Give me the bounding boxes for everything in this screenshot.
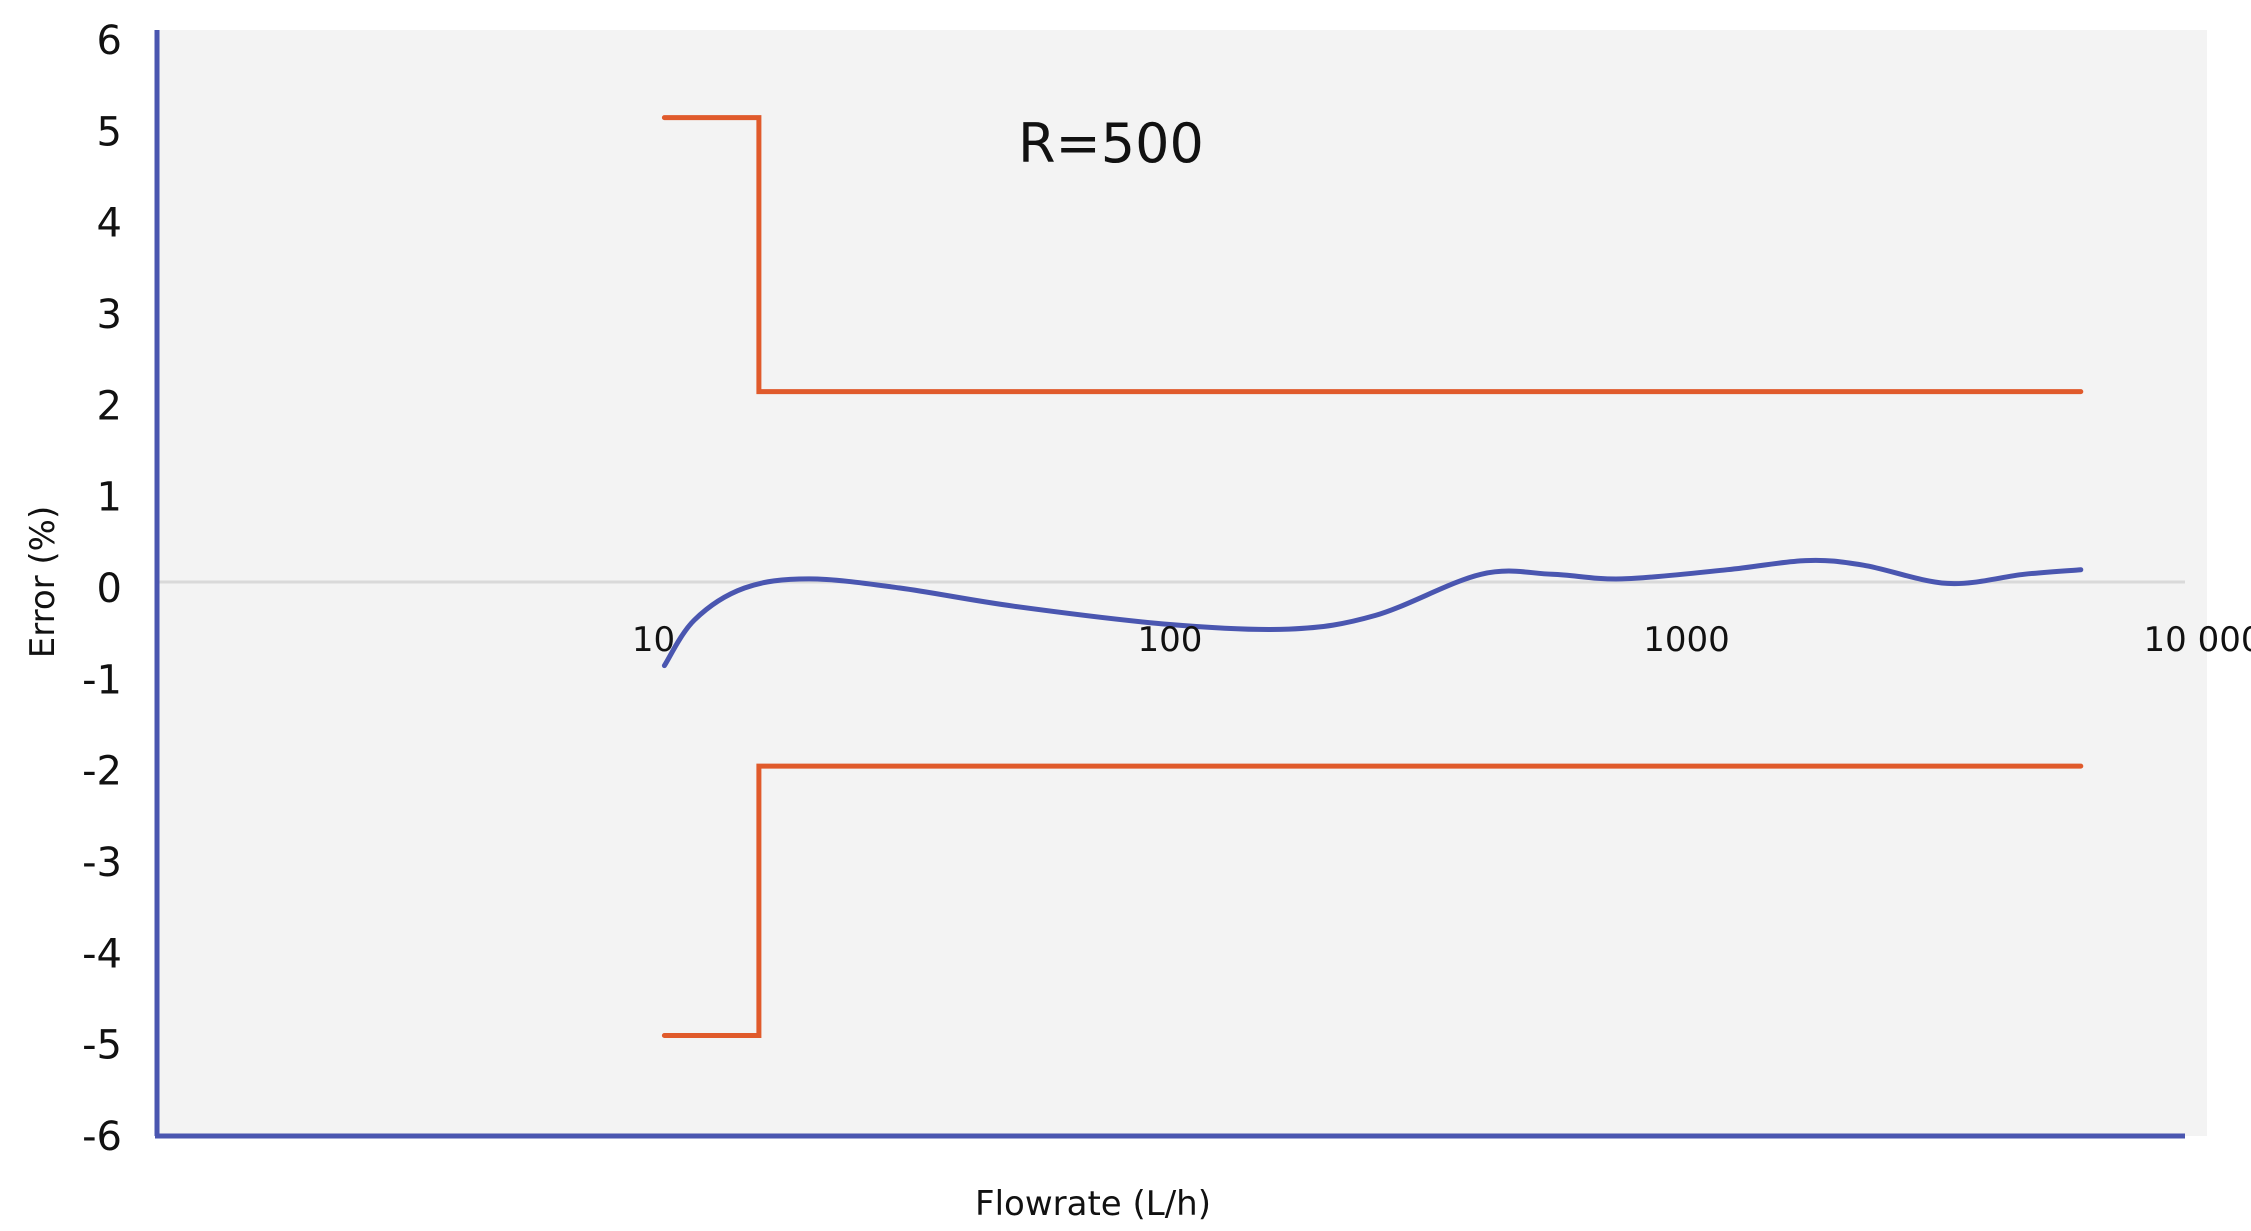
y-tick-labels: 6 5 4 3 2 1 0 -1 -2 -3 -4 -5 -6	[82, 18, 122, 1160]
y-tick-label: 4	[97, 201, 122, 247]
y-tick-label: 3	[97, 292, 122, 338]
y-axis-title: Error (%)	[23, 506, 63, 659]
x-tick-label: 10	[632, 620, 675, 660]
series-layer	[661, 115, 2084, 1038]
y-tick-label: -5	[82, 1023, 122, 1069]
y-tick-label: -2	[82, 749, 122, 795]
y-tick-label: -3	[82, 840, 122, 886]
y-tick-label: 5	[97, 109, 122, 155]
x-tick-label: 1000	[1643, 620, 1730, 660]
error-curve	[661, 557, 2084, 669]
upper-limit-line	[661, 115, 2084, 395]
r-ratio-annotation: R=500	[1018, 112, 1204, 175]
y-tick-label: -4	[82, 931, 122, 977]
lower-limit-line	[661, 763, 2084, 1038]
y-tick-label: 0	[97, 566, 122, 612]
y-tick-label: 1	[97, 475, 122, 521]
y-tick-label: -1	[82, 657, 122, 703]
y-tick-label: 6	[97, 18, 122, 64]
x-tick-labels: 10 100 1000 10 000	[632, 620, 2251, 660]
x-tick-label: 100	[1138, 620, 1203, 660]
y-tick-label: 2	[97, 383, 122, 429]
x-axis-title: Flowrate (L/h)	[975, 1184, 1211, 1224]
x-tick-label: 10 000	[2144, 620, 2251, 660]
y-tick-label: -6	[82, 1114, 122, 1160]
